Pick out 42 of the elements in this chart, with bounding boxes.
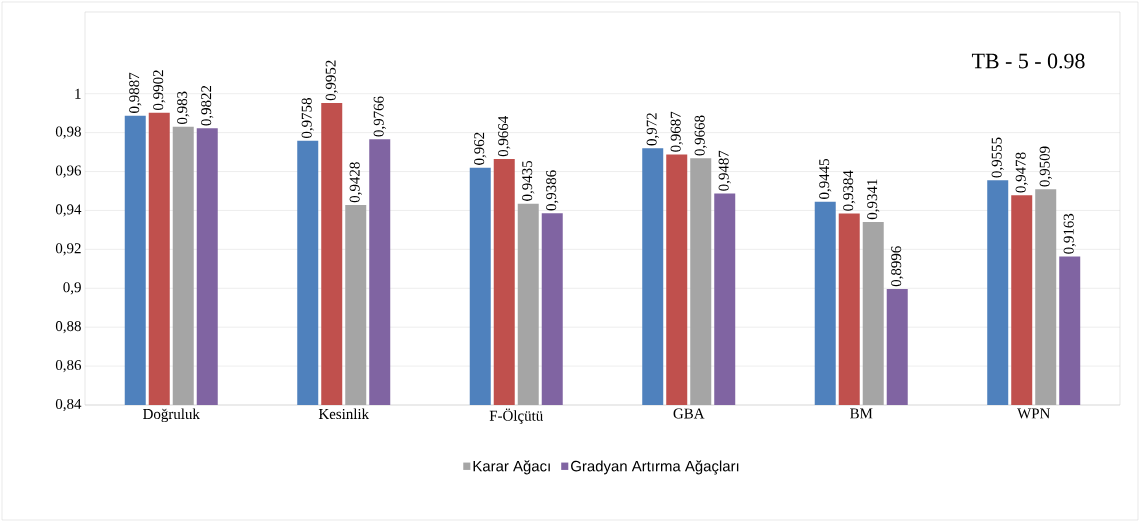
data-label: 0,9555 — [991, 137, 1004, 178]
data-label: 0,9163 — [1063, 213, 1076, 254]
legend-label: Karar Ağacı — [473, 460, 550, 475]
data-label: 0,9509 — [1039, 146, 1052, 187]
data-label: 0,9887 — [129, 72, 142, 113]
data-label: 0,983 — [177, 91, 190, 125]
y-tick-label: 0,94 — [55, 204, 82, 217]
data-label: 0,9341 — [867, 179, 880, 220]
data-label: 0,9478 — [1015, 152, 1028, 193]
x-tick-label: WPN — [1017, 408, 1050, 419]
legend-label: Gradyan Artırma Ağaçları — [571, 460, 739, 475]
data-label: 0,9822 — [201, 85, 214, 126]
y-tick-label: 0,9 — [63, 282, 81, 295]
data-label: 0,9487 — [718, 150, 731, 191]
data-label: 0,9664 — [498, 116, 511, 157]
data-label: 0,9428 — [349, 162, 362, 203]
data-label: 0,9687 — [670, 111, 683, 152]
x-tick-label: BM — [850, 408, 873, 419]
data-label: 0,9952 — [325, 60, 338, 101]
data-label: 0,9386 — [546, 170, 559, 211]
y-tick-label: 0,86 — [55, 359, 82, 373]
data-label: 0,9445 — [819, 158, 832, 199]
x-tick-label: F-Ölçütü — [489, 408, 543, 424]
data-label: 0,9902 — [153, 70, 166, 111]
x-tick-label: GBA — [673, 408, 705, 419]
y-tick-label: 0,88 — [55, 321, 81, 334]
y-tick-label: 0,84 — [55, 398, 82, 412]
text: TB - 5 - 0.98 — [971, 53, 1085, 69]
data-label: 0,972 — [646, 113, 659, 146]
x-tick-label: Doğruluk — [143, 408, 200, 423]
data-label: 0,9435 — [522, 160, 535, 201]
data-label: 0,962 — [474, 132, 487, 165]
y-tick-label: 0,92 — [55, 243, 81, 256]
data-label: 0,9384 — [843, 170, 856, 211]
y-tick-label: 1 — [75, 88, 81, 99]
y-tick-label: 0,98 — [55, 126, 81, 139]
data-label: 0,9668 — [694, 115, 707, 156]
x-tick-label: Kesinlik — [318, 408, 370, 420]
y-tick-label: 0,96 — [55, 165, 82, 178]
data-label: 0,8996 — [891, 246, 904, 287]
data-label: 0,9758 — [301, 98, 314, 139]
data-label: 0,9766 — [373, 96, 386, 137]
